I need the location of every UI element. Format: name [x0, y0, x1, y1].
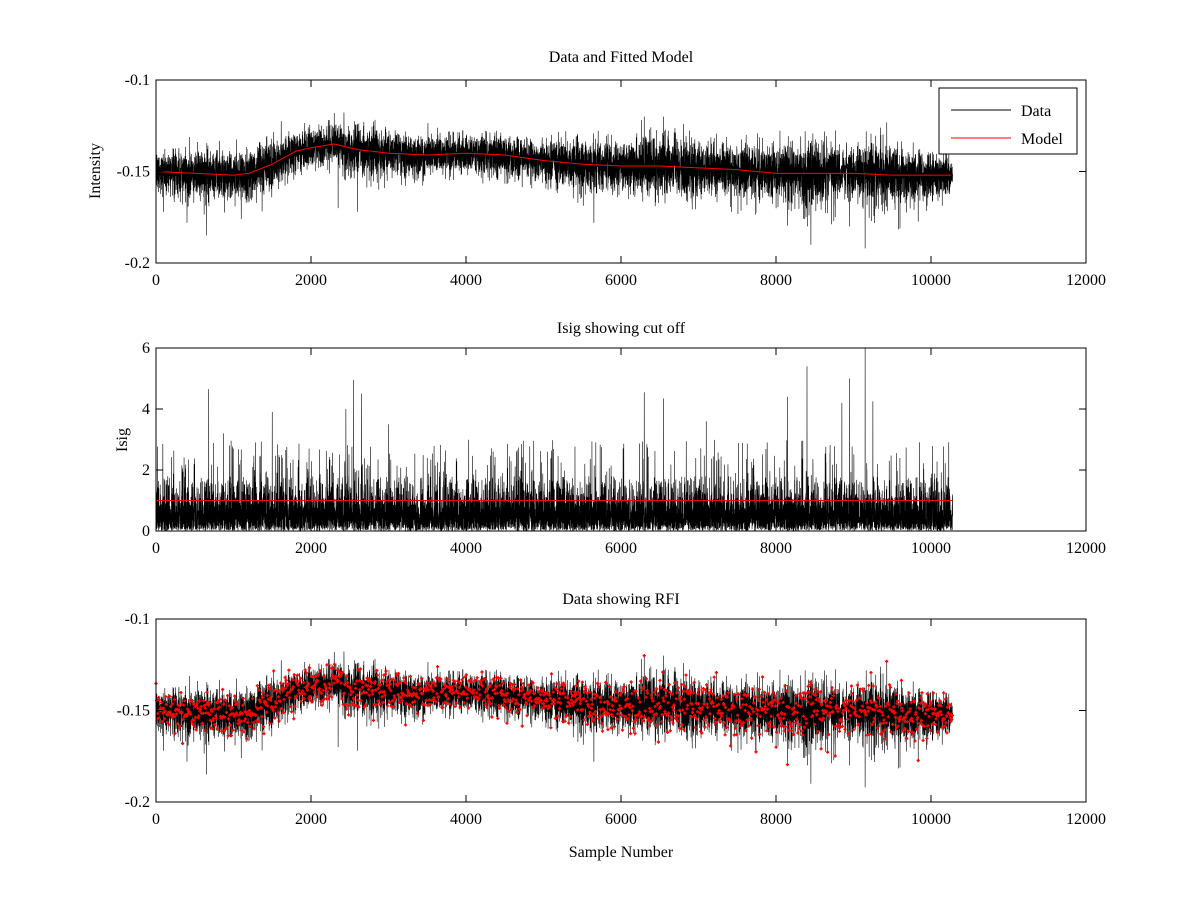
- x-axis-label: Sample Number: [569, 844, 674, 861]
- x-tick-label: 8000: [760, 272, 792, 289]
- ticks: 0 2000 4000 6000 8000 10000 12000 -0.2 -0.15 -0.1: [117, 611, 1106, 828]
- legend-box: [938, 87, 1078, 155]
- x-tick-label: 10000: [911, 272, 951, 289]
- y-tick-label: -0.2: [125, 255, 150, 272]
- x-tick-label: 6000: [605, 540, 637, 557]
- chart-title: Data and Fitted Model: [549, 49, 694, 66]
- panel-data-and-model: 0 2000 4000 6000 8000 10000 12000 -0.2 -0.15 -0.1…: [87, 49, 1106, 289]
- y-tick-label: -0.15: [117, 703, 150, 720]
- x-tick-label: 2000: [295, 272, 327, 289]
- y-tick-label: 4: [142, 401, 150, 418]
- x-tick-label: 0: [152, 811, 160, 828]
- x-tick-label: 8000: [760, 540, 792, 557]
- legend: Data Model: [938, 87, 1078, 155]
- x-tick-label: 4000: [450, 811, 482, 828]
- x-tick-label: 10000: [911, 811, 951, 828]
- panel-data-rfi: 0 2000 4000 6000 8000 10000 12000 -0.2 -0.15 -0.1…: [117, 591, 1106, 861]
- series-model-line: [155, 143, 952, 176]
- x-tick-label: 6000: [605, 811, 637, 828]
- x-tick-label: 2000: [295, 811, 327, 828]
- y-tick-label: 6: [142, 340, 150, 357]
- x-tick-label: 2000: [295, 540, 327, 557]
- plot-area: [155, 347, 953, 532]
- y-tick-label: 2: [142, 462, 150, 479]
- x-tick-label: 8000: [760, 811, 792, 828]
- ticks: 0 2000 4000 6000 8000 10000 12000 -0.2 -0.15 -0.1: [117, 72, 1106, 289]
- x-tick-label: 4000: [450, 272, 482, 289]
- series-isig-line: [155, 347, 953, 532]
- legend-label-data: Data: [1021, 103, 1051, 120]
- panel-isig: 0 2000 4000 6000 8000 10000 12000 0 2 4 6 Isig sho…: [114, 320, 1106, 557]
- legend-label-model: Model: [1021, 131, 1063, 148]
- x-tick-label: 10000: [911, 540, 951, 557]
- x-tick-label: 0: [152, 540, 160, 557]
- plot-area: [155, 112, 953, 249]
- y-axis-label: Isig: [114, 428, 131, 452]
- y-tick-label: -0.1: [125, 72, 150, 89]
- y-tick-label: 0: [142, 523, 150, 540]
- chart-title: Data showing RFI: [562, 591, 679, 608]
- y-tick-label: -0.1: [125, 611, 150, 628]
- y-tick-label: -0.15: [117, 164, 150, 181]
- x-tick-label: 0: [152, 272, 160, 289]
- x-tick-label: 12000: [1066, 272, 1106, 289]
- x-tick-label: 12000: [1066, 540, 1106, 557]
- x-tick-label: 12000: [1066, 811, 1106, 828]
- y-axis-label: Intensity: [87, 143, 104, 199]
- x-tick-label: 4000: [450, 540, 482, 557]
- chart-title: Isig showing cut off: [557, 320, 686, 337]
- y-tick-label: -0.2: [125, 794, 150, 811]
- ticks: 0 2000 4000 6000 8000 10000 12000 0 2 4 6: [142, 340, 1106, 557]
- x-tick-label: 6000: [605, 272, 637, 289]
